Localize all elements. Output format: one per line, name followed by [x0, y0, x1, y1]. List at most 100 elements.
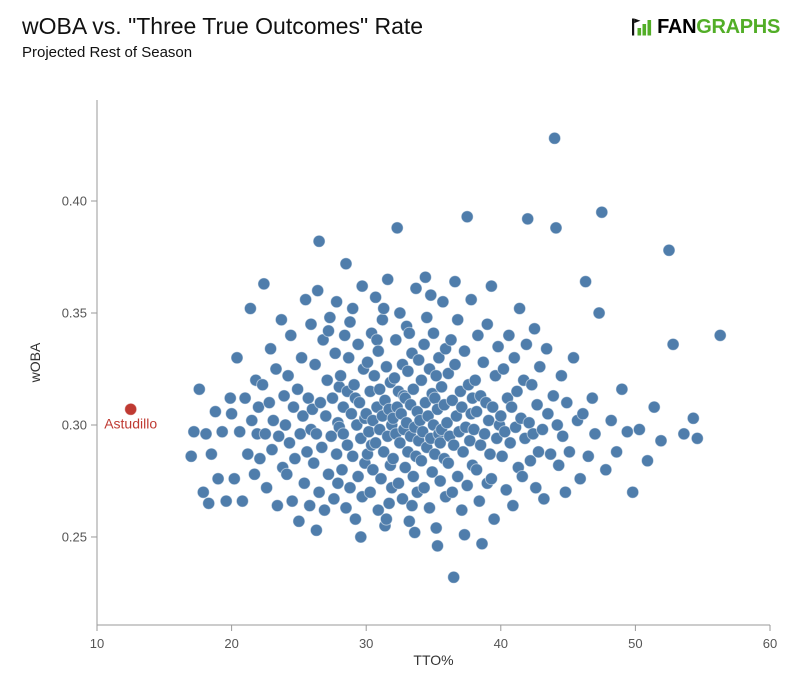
- data-point: [274, 313, 288, 327]
- data-point: [323, 311, 337, 324]
- data-point: [470, 405, 484, 419]
- data-point: [343, 315, 357, 329]
- logo-graphs: GRAPHS: [696, 16, 780, 38]
- data-point: [406, 470, 420, 483]
- data-point: [513, 302, 527, 315]
- data-point: [544, 447, 558, 461]
- data-point: [541, 407, 555, 421]
- data-point: [208, 405, 222, 419]
- data-point: [283, 436, 296, 450]
- data-point: [472, 494, 486, 508]
- data-point: [272, 429, 286, 443]
- data-point: [528, 322, 541, 336]
- data-point: [389, 333, 403, 347]
- data-point: [521, 212, 535, 226]
- x-tick-label: 40: [494, 636, 508, 651]
- data-point: [458, 344, 471, 358]
- data-point: [471, 328, 485, 342]
- data-point: [647, 400, 661, 414]
- data-point: [351, 337, 365, 351]
- data-point: [281, 369, 295, 383]
- data-point: [199, 427, 213, 441]
- data-point: [377, 302, 391, 315]
- y-tick-label: 0.35: [62, 306, 87, 321]
- logo-fan: FAN: [657, 16, 697, 38]
- data-point: [313, 396, 327, 410]
- data-point: [331, 476, 345, 490]
- fangraphs-logo-icon: [632, 18, 652, 36]
- data-point: [342, 351, 356, 365]
- data-point: [436, 295, 450, 309]
- data-point: [556, 429, 570, 443]
- data-point: [425, 465, 439, 479]
- data-point: [339, 257, 353, 271]
- data-point: [192, 382, 206, 396]
- fangraphs-logo-text: FANGRAPHS: [657, 17, 780, 37]
- data-point: [303, 499, 317, 513]
- data-point: [291, 382, 305, 396]
- data-point: [371, 344, 385, 358]
- data-point: [363, 485, 377, 499]
- data-point: [463, 434, 477, 448]
- data-point: [260, 481, 274, 495]
- data-point: [447, 438, 461, 452]
- x-axis-title: TTO%: [413, 652, 453, 668]
- data-point: [379, 512, 393, 526]
- data-point: [381, 272, 395, 286]
- data-point: [478, 427, 492, 441]
- data-point: [470, 463, 484, 477]
- data-point: [503, 436, 517, 450]
- highlighted-data-point: [124, 402, 138, 416]
- data-point: [592, 306, 606, 320]
- data-point: [532, 445, 545, 459]
- data-point: [506, 499, 520, 513]
- data-point: [414, 373, 428, 387]
- data-point: [330, 295, 344, 309]
- y-tick-label: 0.30: [62, 417, 87, 432]
- data-point: [431, 539, 444, 553]
- data-point: [441, 456, 455, 470]
- annotation-label: Astudillo: [104, 415, 157, 431]
- data-point: [278, 418, 292, 432]
- y-tick-label: 0.40: [62, 194, 87, 209]
- data-point: [362, 425, 376, 439]
- data-point: [510, 384, 524, 398]
- data-point: [483, 447, 497, 461]
- data-point: [299, 293, 313, 307]
- data-point: [458, 528, 471, 542]
- data-point: [324, 429, 338, 443]
- data-point: [215, 425, 229, 439]
- data-point: [288, 452, 302, 466]
- data-point: [427, 326, 440, 340]
- data-point: [460, 479, 474, 492]
- data-point: [455, 400, 469, 414]
- data-point: [348, 512, 362, 526]
- data-point: [405, 499, 419, 513]
- data-point: [435, 380, 449, 394]
- data-point: [398, 461, 412, 474]
- fangraphs-logo: FANGRAPHS: [631, 16, 780, 38]
- data-point: [525, 378, 539, 392]
- data-point: [484, 279, 498, 293]
- data-point: [474, 438, 488, 452]
- data-point: [187, 425, 201, 439]
- data-point: [495, 449, 509, 463]
- data-point: [482, 414, 496, 427]
- data-point: [686, 411, 700, 425]
- data-point: [344, 407, 358, 421]
- data-point: [295, 351, 309, 365]
- data-point: [690, 431, 704, 445]
- data-point: [546, 389, 560, 403]
- data-point: [549, 221, 563, 235]
- data-point: [507, 351, 521, 365]
- data-point: [296, 409, 310, 423]
- data-point: [301, 391, 315, 405]
- data-point: [588, 427, 602, 441]
- data-point: [420, 311, 434, 324]
- data-point: [284, 328, 298, 342]
- data-point: [322, 467, 335, 481]
- data-point: [256, 378, 270, 392]
- data-point: [408, 526, 422, 539]
- data-point: [379, 360, 393, 374]
